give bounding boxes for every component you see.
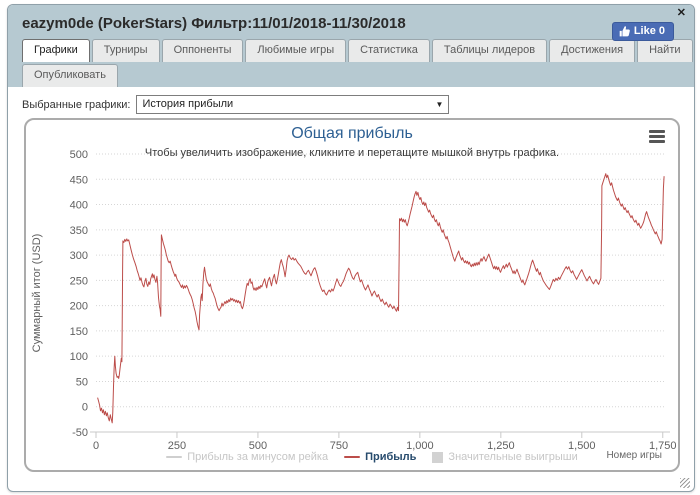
chart-type-select[interactable]: История прибыли ▼	[136, 95, 450, 114]
y-tick-label: 200	[70, 301, 88, 313]
tab-row1-0[interactable]: Графики	[22, 39, 90, 62]
tab-row1-2[interactable]: Оппоненты	[161, 39, 244, 62]
tab-row1-6[interactable]: Достижения	[549, 39, 636, 62]
content-area: Выбранные графики: История прибыли ▼ 500…	[8, 87, 694, 472]
y-tick-label: -50	[72, 427, 88, 439]
chart-legend: Прибыль за минусом рейка Прибыль Значитель…	[66, 451, 678, 463]
x-tick-label: 500	[249, 440, 267, 452]
y-tick-label: 150	[70, 326, 88, 338]
chart-panel: 500 450 400 350 300 250 200 150 100 50 0 -50 0 250 500…	[24, 118, 680, 472]
chart-subtitle: Чтобы увеличить изображение, кликните и …	[144, 147, 560, 159]
legend-label: Прибыль	[365, 451, 417, 463]
tab-row1-4[interactable]: Статистика	[348, 39, 430, 62]
tab-row1-7[interactable]: Найти	[637, 39, 693, 62]
legend-swatch-line	[344, 456, 361, 458]
thumbs-up-icon	[619, 25, 630, 36]
x-tick-label: 1,250	[487, 440, 515, 452]
x-tick-label: 750	[330, 440, 348, 452]
chevron-down-icon: ▼	[435, 100, 444, 109]
resize-handle[interactable]	[680, 478, 690, 488]
y-tick-label: 0	[82, 402, 88, 414]
chart-type-selected-value: История прибыли	[142, 98, 234, 110]
widget-header: ✕ eazym0de (PokerStars) Фильтр:11/01/201…	[8, 5, 694, 87]
tab-row2-0[interactable]: Опубликовать	[22, 64, 118, 87]
y-tick-label: 250	[70, 275, 88, 287]
legend-item-2[interactable]: Значительные выигрыши	[432, 451, 578, 463]
legend-label: Прибыль за минусом рейка	[187, 451, 329, 463]
chart-selector-row: Выбранные графики: История прибыли ▼	[22, 95, 680, 114]
tab-row1-5[interactable]: Таблицы лидеров	[431, 39, 548, 62]
tab-row-2: Опубликовать	[8, 64, 694, 87]
chart-menu-icon[interactable]	[649, 130, 665, 145]
y-axis-title: Суммарный итог (USD)	[31, 234, 43, 353]
page-title: eazym0de (PokerStars) Фильтр:11/01/2018-…	[22, 15, 406, 32]
y-tick-label: 400	[70, 200, 88, 212]
y-tick-label: 450	[70, 174, 88, 186]
x-tick-label: 1,750	[649, 440, 677, 452]
y-tick-label: 350	[70, 225, 88, 237]
chart-title: Общая прибыль	[291, 125, 413, 142]
x-axis-title: Номер игры	[606, 450, 662, 461]
stats-widget: ✕ eazym0de (PokerStars) Фильтр:11/01/201…	[7, 4, 695, 492]
x-tick-label: 1,000	[406, 440, 434, 452]
tab-row1-3[interactable]: Любимые игры	[245, 39, 347, 62]
tab-row1-1[interactable]: Турниры	[91, 39, 160, 62]
close-icon[interactable]: ✕	[676, 7, 686, 19]
x-tick-label: 1,500	[568, 440, 596, 452]
y-tick-label: 500	[70, 149, 88, 161]
chart-selector-label: Выбранные графики:	[22, 98, 131, 111]
legend-item-0[interactable]: Прибыль за минусом рейка	[166, 451, 328, 463]
y-tick-label: 100	[70, 351, 88, 363]
series-line-profit[interactable]	[97, 173, 665, 424]
x-tick-label: 250	[168, 440, 186, 452]
legend-swatch-box	[432, 451, 444, 463]
legend-label: Значительные выигрыши	[448, 451, 578, 463]
legend-item-1[interactable]: Прибыль	[344, 451, 416, 463]
facebook-like-button[interactable]: Like 0	[611, 22, 674, 41]
y-tick-label: 50	[76, 376, 88, 388]
tab-row-1: Графики Турниры Оппоненты Любимые игры Стати…	[8, 39, 694, 62]
y-tick-label: 300	[70, 250, 88, 262]
x-tick-label: 0	[93, 440, 99, 452]
legend-swatch-line	[166, 456, 183, 458]
like-label: Like 0	[633, 25, 665, 37]
